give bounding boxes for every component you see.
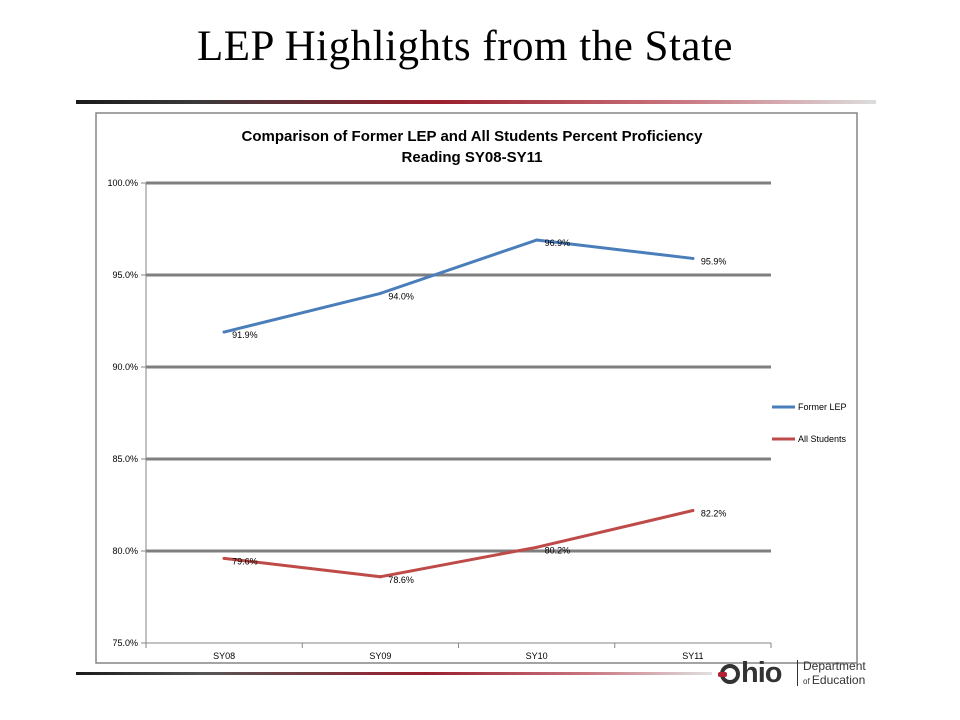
y-tick-label: 75.0%	[112, 638, 138, 648]
chart-legend: Former LEP All Students	[772, 402, 847, 444]
data-point	[378, 575, 382, 579]
series-line-2	[222, 509, 695, 579]
data-label: 94.0%	[388, 291, 414, 301]
logo-divider	[797, 660, 798, 686]
data-point	[222, 330, 226, 334]
plot-series: 91.9% 94.0% 96.9% 95.9% 79.6% 78.6% 80.2% 82.2%	[222, 238, 727, 585]
x-tick-label: SY08	[213, 651, 235, 661]
logo-line2-small: of	[803, 677, 812, 686]
plot-axes: 100.0% 95.0% 90.0% 85.0% 80.0% 75.0% SY08 SY09 S…	[107, 178, 772, 661]
x-tick-label: SY09	[369, 651, 391, 661]
y-tick-label: 100.0%	[107, 178, 138, 188]
footer-divider	[76, 672, 712, 675]
plot-gridlines	[146, 181, 771, 553]
chart-frame	[95, 112, 858, 664]
y-tick-label: 90.0%	[112, 362, 138, 372]
ohio-wordmark-text: hio	[741, 657, 782, 689]
ohio-o-icon	[718, 664, 740, 684]
data-label: 96.9%	[545, 238, 571, 248]
ohio-logo: hio Department of Education	[718, 656, 880, 690]
data-label: 95.9%	[701, 256, 727, 266]
series-line-1	[222, 238, 695, 334]
data-label: 80.2%	[545, 545, 571, 555]
y-tick-label: 85.0%	[112, 454, 138, 464]
chart-title: Comparison of Former LEP and All Student…	[242, 128, 704, 145]
ohio-wordmark: hio	[718, 656, 782, 690]
x-tick-label: SY10	[526, 651, 548, 661]
data-label: 79.6%	[232, 556, 258, 566]
logo-line2: of Education	[803, 673, 865, 689]
data-point	[535, 238, 539, 242]
data-point	[691, 256, 695, 260]
legend-label: All Students	[798, 434, 847, 444]
data-point	[378, 291, 382, 295]
data-label: 82.2%	[701, 509, 727, 519]
legend-label: Former LEP	[798, 402, 847, 412]
y-tick-label: 95.0%	[112, 270, 138, 280]
data-point	[222, 556, 226, 560]
slide-title: LEP Highlights from the State	[196, 23, 734, 70]
title-divider	[76, 100, 876, 104]
data-label: 78.6%	[388, 575, 414, 585]
data-label: 91.9%	[232, 330, 258, 340]
x-tick-label: SY11	[682, 651, 703, 661]
y-tick-label: 80.0%	[112, 546, 138, 556]
chart-subtitle: Reading SY08-SY11	[402, 149, 543, 166]
data-point	[535, 545, 539, 549]
logo-line2-text: Education	[811, 673, 866, 687]
logo-line1: Department	[803, 659, 866, 673]
data-point	[691, 509, 695, 513]
